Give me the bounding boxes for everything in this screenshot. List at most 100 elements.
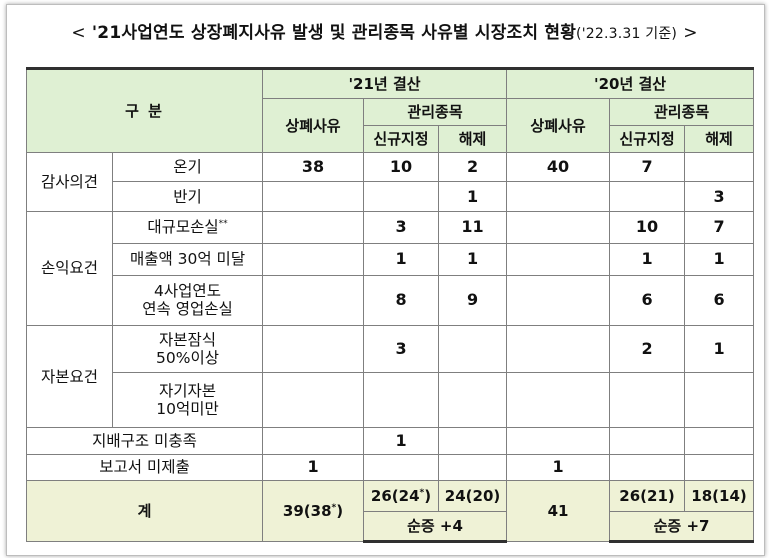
cell-value <box>363 372 440 429</box>
total-delisting-21: 39(38*) <box>262 479 365 543</box>
cell-value <box>506 427 611 455</box>
table-row: 보고서 미제출 1 1 <box>25 453 755 481</box>
cell-value: 1 <box>684 325 755 374</box>
total-row-net: 순증 +4 순증 +7 <box>27 510 755 544</box>
cell-value: 1 <box>363 427 440 455</box>
header-managed-20: 관리종목 <box>609 98 755 127</box>
row-label: 자기자본 10억미만 <box>111 372 264 429</box>
cell-value <box>438 427 508 455</box>
cell-value <box>506 242 611 276</box>
cell-value: 6 <box>684 274 755 327</box>
header-managed-21: 관리종목 <box>363 98 508 127</box>
total-release-20: 18(14) <box>684 479 755 512</box>
total-label: 계 <box>25 479 264 543</box>
cell-value <box>363 453 440 481</box>
header-category: 구 분 <box>25 66 264 154</box>
cell-value <box>609 453 686 481</box>
cell-value: 1 <box>363 242 440 276</box>
measures-table: 구 분 '21년 결산 '20년 결산 상폐사유 관리종목 상폐사유 관리종목 … <box>25 66 755 544</box>
cell-value <box>262 181 365 212</box>
header-delisting-20: 상폐사유 <box>506 98 611 154</box>
cell-value: 7 <box>684 210 755 244</box>
cell-value <box>506 181 611 212</box>
cell-value <box>363 181 440 212</box>
cell-value: 3 <box>363 325 440 374</box>
header-release-20: 해제 <box>684 125 755 154</box>
row-label: 반기 <box>111 181 264 212</box>
total-row: 계 39(38*) 26(24*) 24(20) 41 26(21) 18(14… <box>25 479 755 543</box>
row-label: 지배구조 미충족 <box>25 427 264 455</box>
title-open-bracket: < <box>71 23 86 43</box>
cell-value <box>506 372 611 429</box>
table-row: 매출액 30억 미달 1 1 1 1 <box>27 242 755 276</box>
cell-value <box>609 427 686 455</box>
cell-value: 7 <box>609 152 686 183</box>
header-row-3: 신규지정 해제 신규지정 해제 <box>27 125 755 154</box>
row-label: 자본잠식 50%이상 <box>111 325 264 374</box>
cell-value <box>262 274 365 327</box>
cell-value: 9 <box>438 274 508 327</box>
title-basis: ('22.3.31 기준) <box>576 26 678 42</box>
cell-value: 6 <box>609 274 686 327</box>
header-new-20: 신규지정 <box>609 125 686 154</box>
cell-value <box>506 325 611 374</box>
cell-value <box>609 372 686 429</box>
cell-value: 10 <box>363 152 440 183</box>
cell-value <box>506 274 611 327</box>
cell-value: 38 <box>262 152 365 183</box>
cell-value <box>262 210 365 244</box>
row-label: 대규모손실** <box>111 210 264 244</box>
header-release-21: 해제 <box>438 125 508 154</box>
cell-value: 40 <box>506 152 611 183</box>
total-delisting-20: 41 <box>506 479 611 543</box>
header-year-20: '20년 결산 <box>506 66 755 100</box>
row-label: 온기 <box>111 152 264 183</box>
cell-value <box>684 427 755 455</box>
group-audit: 감사의견 <box>26 152 113 212</box>
cell-value <box>262 242 365 276</box>
table-row: 자기자본 10억미만 <box>27 372 755 429</box>
group-profit-loss: 손익요건 <box>26 210 113 327</box>
footnote-mark: ** <box>218 218 228 229</box>
cell-value: 2 <box>438 152 508 183</box>
total-release-21: 24(20) <box>438 479 508 512</box>
page-title: < '21사업연도 상장폐지사유 발생 및 관리종목 사유별 시장조치 현황('… <box>0 18 769 43</box>
cell-value: 1 <box>438 181 508 212</box>
row-label: 매출액 30억 미달 <box>111 242 264 276</box>
cell-value <box>609 181 686 212</box>
cell-value: 2 <box>609 325 686 374</box>
table-row: 반기 1 3 <box>27 181 755 212</box>
table-row: 자본요건 자본잠식 50%이상 3 2 1 <box>26 325 755 429</box>
header-new-21: 신규지정 <box>363 125 440 154</box>
cell-value: 1 <box>262 453 365 481</box>
cell-value: 1 <box>506 453 611 481</box>
total-new-20: 26(21) <box>609 479 686 512</box>
cell-value: 1 <box>438 242 508 276</box>
row-label: 4사업연도 연속 영업손실 <box>111 274 264 327</box>
header-year-21: '21년 결산 <box>262 66 508 100</box>
cell-value: 8 <box>363 274 440 327</box>
table-row: 지배구조 미충족 1 <box>25 427 755 455</box>
cell-value <box>438 372 508 429</box>
cell-value <box>684 372 755 429</box>
net-increase-21: 순증 +4 <box>363 510 508 544</box>
cell-value <box>262 325 365 374</box>
cell-value <box>684 453 755 481</box>
net-increase-20: 순증 +7 <box>609 510 755 544</box>
title-main: '21사업연도 상장폐지사유 발생 및 관리종목 사유별 시장조치 현황 <box>91 23 577 43</box>
table-row: 감사의견 온기 38 10 2 40 7 <box>26 152 755 212</box>
table-row: 4사업연도 연속 영업손실 8 9 6 6 <box>27 274 755 327</box>
cell-value <box>684 152 755 183</box>
row-label: 보고서 미제출 <box>25 453 264 481</box>
header-delisting-21: 상폐사유 <box>262 98 365 154</box>
cell-value <box>506 210 611 244</box>
cell-value <box>262 372 365 429</box>
cell-value <box>262 427 365 455</box>
cell-value <box>438 453 508 481</box>
cell-value: 3 <box>684 181 755 212</box>
header-row-1: 구 분 '21년 결산 '20년 결산 <box>25 66 755 154</box>
cell-value: 11 <box>438 210 508 244</box>
cell-value: 1 <box>609 242 686 276</box>
cell-value <box>438 325 508 374</box>
cell-value: 1 <box>684 242 755 276</box>
